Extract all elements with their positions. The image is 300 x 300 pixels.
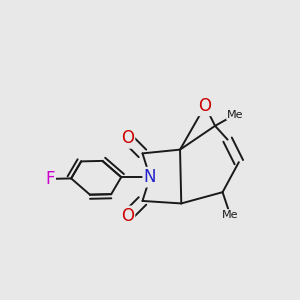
Text: Me: Me — [222, 210, 238, 220]
Text: O: O — [121, 129, 134, 147]
Text: Me: Me — [227, 110, 243, 120]
Text: O: O — [121, 207, 134, 225]
Text: F: F — [45, 170, 55, 188]
Text: O: O — [199, 97, 212, 115]
Text: N: N — [144, 168, 156, 186]
